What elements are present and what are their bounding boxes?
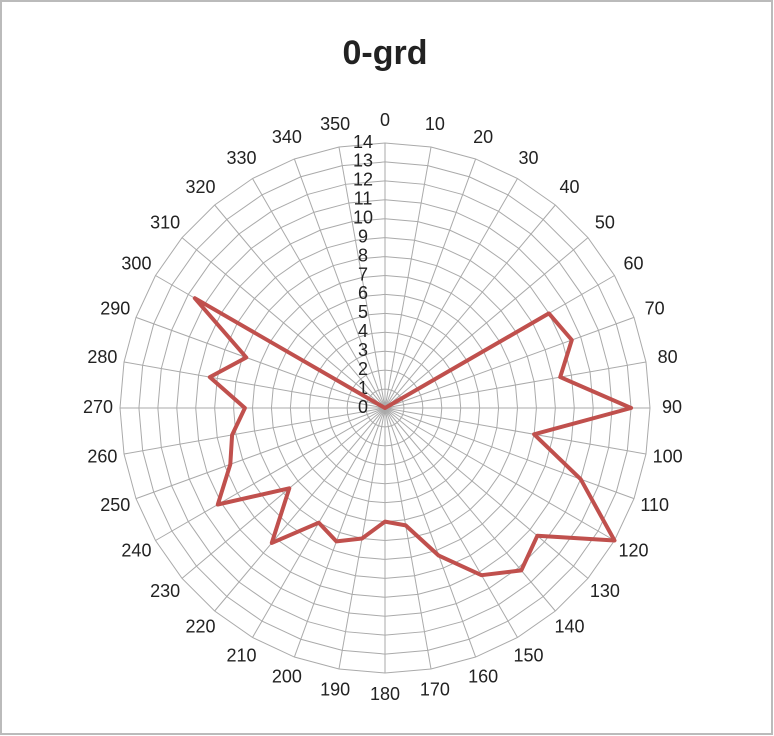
angle-label: 80 (658, 347, 678, 367)
spoke (384, 407, 635, 500)
series-line (192, 296, 634, 578)
radial-tick-label: 6 (358, 283, 368, 303)
spoke (384, 407, 556, 612)
spoke (384, 237, 589, 409)
spoke (384, 178, 518, 409)
angle-label: 110 (640, 495, 669, 515)
angle-label: 70 (645, 299, 665, 319)
spoke (135, 316, 386, 409)
spoke (384, 407, 647, 455)
angle-label: 290 (100, 299, 130, 319)
spoke (135, 407, 386, 500)
angle-label: 320 (185, 177, 215, 197)
radial-tick-label: 12 (353, 170, 373, 190)
spoke (384, 407, 589, 579)
angle-label: 50 (595, 212, 615, 232)
angle-label: 210 (226, 645, 256, 665)
angle-label: 330 (226, 148, 256, 168)
angle-label: 340 (272, 127, 302, 147)
spoke (384, 146, 432, 409)
angle-label: 150 (513, 645, 543, 665)
angle-label: 20 (473, 127, 493, 147)
spoke (384, 361, 647, 409)
angle-label: 30 (518, 148, 538, 168)
angle-label: 300 (121, 253, 151, 273)
spoke (214, 407, 386, 612)
angle-label: 0 (380, 110, 390, 130)
spoke (123, 361, 386, 409)
radial-tick-label: 8 (358, 245, 368, 265)
angle-label: 280 (87, 347, 117, 367)
spoke (384, 407, 432, 670)
angle-label: 240 (121, 540, 151, 560)
angle-label: 10 (425, 114, 445, 134)
spoke (181, 407, 386, 579)
angle-label: 90 (662, 397, 682, 417)
angle-label: 260 (87, 447, 117, 467)
angle-label: 160 (468, 666, 498, 686)
spoke (384, 407, 518, 638)
radial-tick-label: 3 (358, 340, 368, 360)
radial-tick-label: 10 (353, 207, 373, 227)
angle-label: 180 (370, 684, 400, 704)
angle-label: 220 (185, 617, 215, 637)
angle-label: 140 (554, 617, 584, 637)
radial-tick-label: 9 (358, 226, 368, 246)
spoke (384, 407, 615, 541)
spoke (384, 407, 477, 658)
spoke (293, 158, 386, 409)
angle-label: 310 (150, 212, 180, 232)
chart-title: 0-grd (343, 34, 428, 72)
spoke (252, 178, 386, 409)
radial-tick-label: 14 (353, 132, 373, 152)
radial-tick-label: 1 (358, 378, 368, 398)
spoke (338, 146, 386, 409)
angle-label: 170 (420, 679, 450, 699)
angle-label: 190 (320, 679, 350, 699)
spoke (155, 407, 386, 541)
angle-label: 270 (83, 397, 113, 417)
angle-label: 350 (320, 114, 350, 134)
radial-tick-label: 0 (358, 397, 368, 417)
spoke (384, 316, 635, 409)
spoke (181, 237, 386, 409)
angle-label: 130 (590, 581, 620, 601)
radial-tick-label: 5 (358, 302, 368, 322)
angle-label: 120 (619, 540, 649, 560)
spoke (214, 204, 386, 409)
angle-label: 200 (272, 666, 302, 686)
spoke (293, 407, 386, 658)
angle-label: 230 (150, 581, 180, 601)
spoke (384, 158, 477, 409)
spoke (384, 204, 556, 409)
angle-label: 100 (653, 447, 683, 467)
radial-tick-label: 13 (353, 151, 373, 171)
radial-tick-label: 4 (358, 321, 368, 341)
angle-label: 40 (559, 177, 579, 197)
radial-tick-label: 7 (358, 264, 368, 284)
radial-tick-label: 2 (358, 359, 368, 379)
angle-label: 60 (624, 253, 644, 273)
radial-tick-label: 11 (354, 189, 373, 209)
angle-label: 250 (100, 495, 130, 515)
spoke (123, 407, 386, 455)
